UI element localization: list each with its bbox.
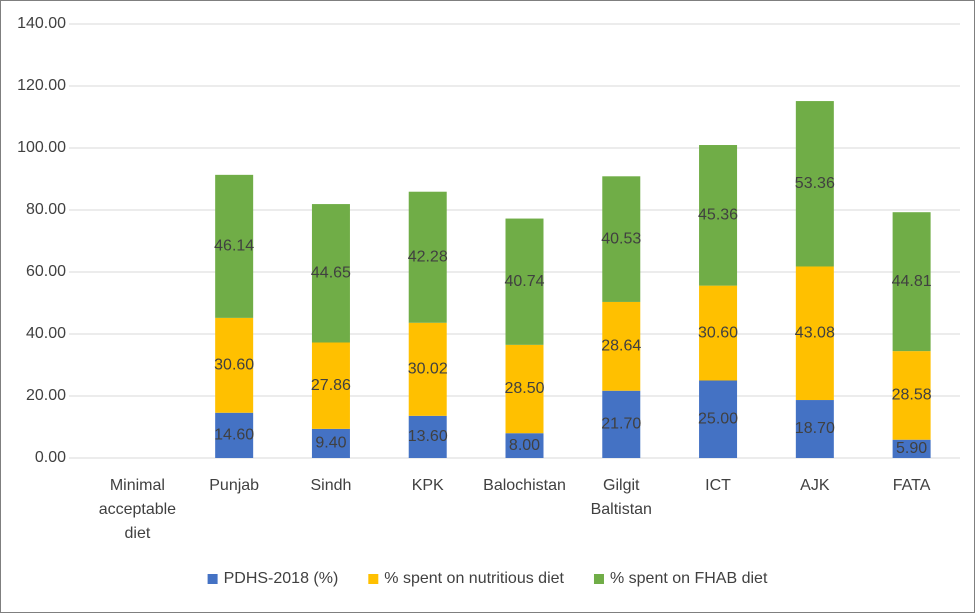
data-label: 21.70	[601, 416, 641, 433]
bar-segment	[892, 212, 931, 352]
data-label: 42.28	[408, 248, 448, 265]
data-label: 28.58	[892, 387, 932, 404]
bar-segment	[795, 101, 834, 267]
legend-label: PDHS-2018 (%)	[224, 570, 339, 587]
x-tick-label: Sindh	[310, 477, 351, 494]
y-tick-label: 60.00	[26, 263, 66, 280]
bar-segment	[699, 380, 738, 458]
y-tick-label: 140.00	[17, 15, 66, 32]
legend-swatch	[368, 574, 379, 584]
bar-segment	[215, 317, 254, 413]
bar-segment	[311, 428, 350, 458]
data-label: 43.08	[795, 324, 835, 341]
bar-segment	[408, 322, 447, 416]
x-tick-label: ICT	[705, 477, 731, 494]
x-tick-label: FATA	[893, 477, 931, 494]
data-label: 44.81	[892, 273, 932, 290]
x-tick-label: Gilgit Baltistan	[591, 477, 652, 518]
x-tick-label: Punjab	[209, 477, 259, 494]
data-label: 18.70	[795, 420, 835, 437]
x-tick-label: Balochistan	[483, 477, 566, 494]
y-tick-label: 80.00	[26, 201, 66, 218]
bar-segment	[311, 342, 350, 429]
bar-segment	[215, 174, 254, 318]
data-label: 14.60	[214, 427, 254, 444]
y-tick-label: 100.00	[17, 139, 66, 156]
bar-segment	[892, 351, 931, 440]
data-label: 40.53	[601, 230, 641, 247]
bar-segment	[602, 301, 641, 391]
data-label: 30.60	[214, 357, 254, 374]
data-label: 45.36	[698, 207, 738, 224]
data-label: 28.50	[504, 380, 544, 397]
bar-segment	[699, 145, 738, 286]
data-label: 30.60	[698, 324, 738, 341]
data-label: 9.40	[315, 435, 346, 452]
bar-segment	[215, 412, 254, 458]
y-tick-label: 120.00	[17, 77, 66, 94]
data-label: 30.02	[408, 361, 448, 378]
bar-segment	[602, 176, 641, 302]
data-label: 13.60	[408, 428, 448, 445]
bar-segment	[408, 415, 447, 458]
data-label: 28.64	[601, 338, 641, 355]
data-label: 27.86	[311, 377, 351, 394]
x-tick-label: AJK	[800, 477, 830, 494]
y-tick-label: 40.00	[26, 325, 66, 342]
data-label: 8.00	[509, 437, 540, 454]
x-tick-label: KPK	[412, 477, 444, 494]
legend-label: % spent on nutritious diet	[384, 570, 564, 587]
legend-swatch	[593, 574, 604, 584]
bar-segment	[408, 191, 447, 323]
legend-label: % spent on FHAB diet	[610, 570, 768, 587]
bar-segment	[699, 285, 738, 381]
data-label: 44.65	[311, 265, 351, 282]
x-tick-label: Minimal acceptable diet	[99, 477, 176, 542]
bar-segment	[505, 433, 544, 458]
bar-segment	[795, 400, 834, 458]
data-label: 25.00	[698, 410, 738, 427]
bar-segment	[311, 204, 350, 343]
bar-segment	[795, 266, 834, 401]
y-tick-label: 20.00	[26, 387, 66, 404]
data-label: 5.90	[896, 440, 927, 457]
bar-segment	[892, 439, 931, 458]
data-label: 40.74	[504, 273, 544, 290]
y-tick-label: 0.00	[35, 449, 66, 466]
bar-segment	[602, 390, 641, 458]
data-label: 53.36	[795, 175, 835, 192]
bar-segment	[505, 218, 544, 345]
bar-segment	[505, 344, 544, 434]
data-label: 46.14	[214, 238, 254, 255]
legend-swatch	[207, 574, 218, 584]
